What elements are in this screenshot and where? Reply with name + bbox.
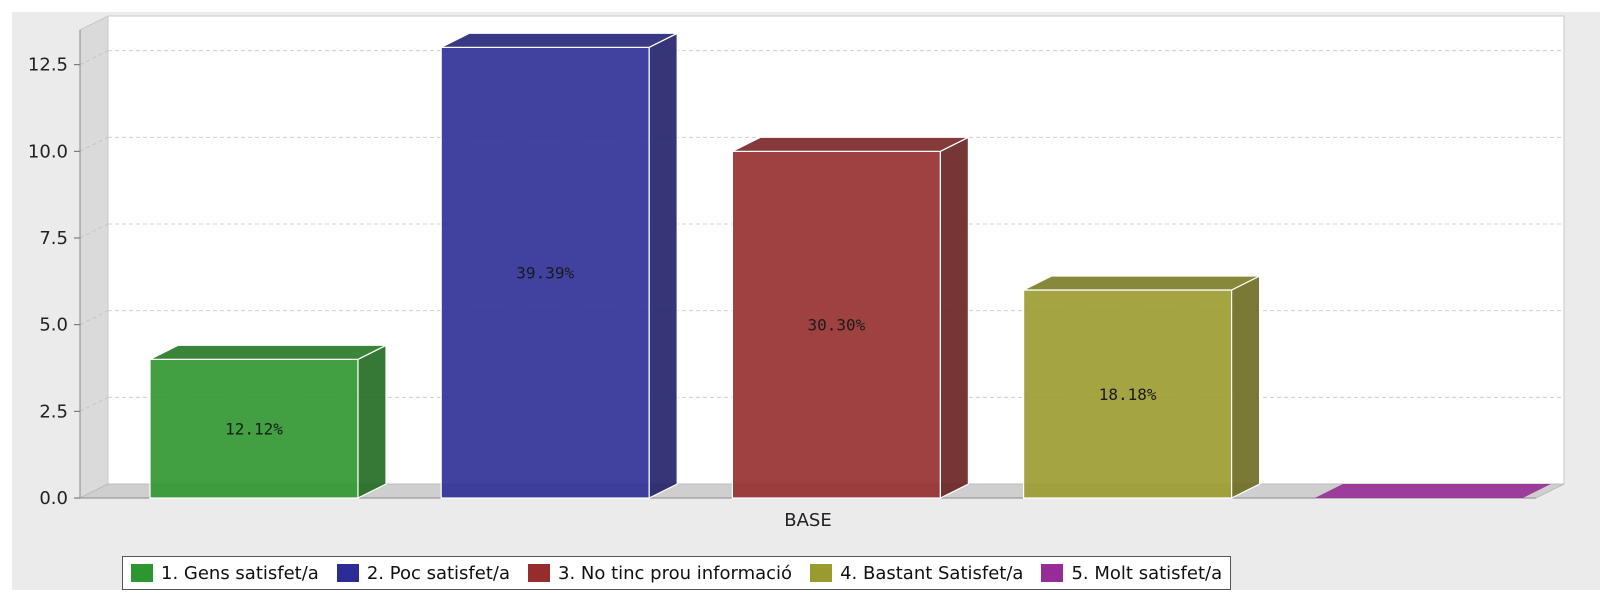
legend: 1. Gens satisfet/a 2. Poc satisfet/a 3. … bbox=[122, 556, 1232, 590]
bar-data-label: 39.39% bbox=[516, 264, 574, 283]
legend-swatch bbox=[1041, 564, 1064, 582]
gridline-wall bbox=[79, 310, 109, 326]
bar-front bbox=[731, 150, 942, 499]
legend-label: 1. Gens satisfet/a bbox=[161, 562, 319, 584]
gridline-wall bbox=[79, 50, 109, 66]
bar-side bbox=[1230, 275, 1261, 499]
bar-data-label: 18.18% bbox=[1099, 385, 1157, 404]
bar-data-label: 30.30% bbox=[808, 316, 866, 335]
legend-label: 4. Bastant Satisfet/a bbox=[840, 562, 1024, 584]
legend-item: 3. No tinc prou informació bbox=[528, 563, 792, 584]
bar: 18.18% bbox=[1022, 275, 1261, 499]
bar-top bbox=[440, 32, 678, 48]
legend-swatch bbox=[131, 564, 153, 582]
y-tick-label: 0.0 bbox=[39, 488, 68, 509]
plot-left-wall bbox=[79, 15, 109, 499]
legend-swatch bbox=[528, 564, 550, 582]
legend-label: 5. Molt satisfet/a bbox=[1071, 562, 1223, 584]
legend-swatch bbox=[810, 564, 833, 582]
bar: 12.12% bbox=[149, 344, 387, 499]
bar-front bbox=[149, 358, 359, 499]
legend-item: 2. Poc satisfet/a bbox=[336, 562, 510, 584]
y-tick-label: 7.5 bbox=[39, 228, 68, 249]
legend-item: 5. Molt satisfet/a bbox=[1041, 563, 1222, 584]
x-category-label: BASE bbox=[784, 510, 831, 531]
legend-swatch bbox=[336, 564, 359, 582]
bar-zero bbox=[1314, 484, 1551, 498]
bar bbox=[1314, 484, 1551, 498]
legend-label: 2. Poc satisfet/a bbox=[366, 562, 510, 584]
legend-item: 1. Gens satisfet/a bbox=[131, 563, 319, 584]
bar: 39.39% bbox=[440, 32, 678, 499]
bar-side bbox=[648, 32, 678, 499]
gridline-wall bbox=[79, 136, 109, 152]
y-tick-label: 12.5 bbox=[28, 55, 68, 76]
y-tick-label: 2.5 bbox=[39, 401, 68, 422]
bar-top bbox=[1023, 275, 1260, 291]
bar-top bbox=[149, 344, 387, 360]
bar-data-label: 12.12% bbox=[225, 420, 283, 439]
y-tick-label: 10.0 bbox=[28, 141, 68, 162]
gridline-wall bbox=[79, 223, 109, 239]
bar-top bbox=[732, 136, 969, 152]
y-tick-label: 5.0 bbox=[39, 315, 68, 336]
bar: 30.30% bbox=[731, 136, 970, 499]
bar-side bbox=[357, 344, 387, 499]
legend-item: 4. Bastant Satisfet/a bbox=[810, 563, 1023, 584]
legend-label: 3. No tinc prou informació bbox=[558, 562, 793, 584]
gridline-wall bbox=[79, 396, 109, 412]
bar-front bbox=[440, 46, 650, 499]
bar-side bbox=[939, 136, 970, 499]
